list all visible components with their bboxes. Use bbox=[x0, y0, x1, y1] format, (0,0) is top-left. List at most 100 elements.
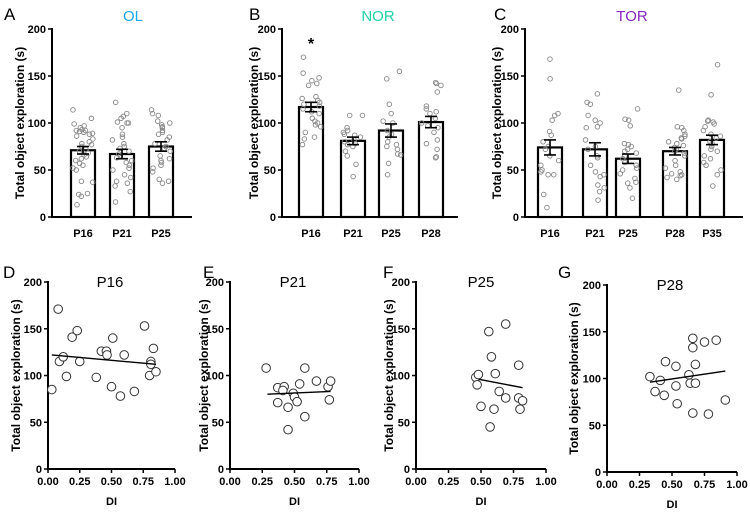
x-tick-label: 0.75 bbox=[694, 479, 715, 491]
data-point bbox=[272, 397, 283, 408]
y-tick-label: 100 bbox=[258, 118, 276, 130]
data-point bbox=[312, 122, 319, 128]
data-point bbox=[71, 121, 77, 127]
data-point bbox=[490, 368, 501, 379]
data-point bbox=[433, 108, 439, 115]
data-point bbox=[427, 110, 433, 117]
y-tick-label: 0 bbox=[36, 464, 42, 476]
data-point bbox=[353, 161, 359, 168]
data-point bbox=[700, 127, 707, 134]
data-point bbox=[118, 115, 124, 122]
data-point bbox=[72, 325, 83, 336]
data-point bbox=[423, 106, 430, 112]
data-point bbox=[585, 146, 591, 153]
panel-F: F P25 0 50 100 150 200 Total object exploration… bbox=[382, 263, 557, 508]
data-point bbox=[671, 381, 681, 391]
data-point bbox=[73, 133, 80, 139]
data-point bbox=[629, 195, 636, 201]
data-point bbox=[677, 172, 684, 179]
data-point bbox=[489, 404, 499, 414]
data-point bbox=[547, 56, 553, 62]
data-point bbox=[380, 118, 386, 124]
data-point bbox=[164, 137, 170, 143]
data-point bbox=[70, 107, 76, 113]
data-point bbox=[500, 393, 511, 403]
data-point bbox=[166, 155, 173, 162]
data-point bbox=[300, 411, 310, 422]
y-tick-label: 150 bbox=[258, 71, 276, 83]
y-tick-label: 50 bbox=[212, 417, 224, 429]
data-point bbox=[627, 185, 633, 191]
data-point bbox=[690, 359, 701, 370]
y-tick-label: 0 bbox=[270, 212, 276, 224]
data-point bbox=[294, 379, 305, 389]
data-point bbox=[538, 169, 544, 175]
data-point bbox=[671, 361, 681, 372]
data-point bbox=[90, 136, 96, 142]
y-tick-label: 200 bbox=[583, 280, 601, 292]
significance-marker: * bbox=[308, 36, 315, 53]
data-point bbox=[633, 150, 640, 156]
x-tick-label: 0.00 bbox=[405, 476, 426, 488]
chart-title: TOR bbox=[616, 8, 648, 25]
data-point bbox=[80, 162, 86, 169]
data-point bbox=[672, 162, 679, 169]
data-point bbox=[650, 386, 660, 397]
x-tick-label: P25 bbox=[381, 228, 401, 240]
data-point bbox=[300, 106, 306, 112]
data-point bbox=[107, 333, 118, 343]
data-point bbox=[283, 402, 293, 413]
data-point bbox=[342, 148, 349, 154]
data-point bbox=[544, 204, 550, 211]
x-tick-label: 0.75 bbox=[133, 476, 154, 488]
x-tick-label: 0.25 bbox=[69, 476, 90, 488]
data-point bbox=[676, 87, 682, 93]
data-point bbox=[384, 127, 391, 134]
data-point bbox=[88, 141, 95, 148]
data-point bbox=[155, 131, 162, 138]
chart-title: P25 bbox=[468, 274, 495, 291]
data-point bbox=[434, 137, 441, 143]
y-tick-label: 100 bbox=[392, 371, 410, 383]
data-point bbox=[78, 193, 85, 200]
data-point bbox=[114, 155, 120, 161]
data-point bbox=[317, 124, 324, 130]
data-point bbox=[484, 326, 494, 337]
data-point bbox=[550, 171, 557, 178]
x-tick-label: 0.00 bbox=[596, 479, 617, 491]
data-point bbox=[594, 124, 601, 130]
data-point bbox=[708, 131, 714, 138]
data-point bbox=[102, 350, 112, 360]
data-point bbox=[112, 183, 118, 189]
data-point bbox=[634, 165, 640, 171]
data-point bbox=[704, 118, 711, 124]
x-tick-label: 0.00 bbox=[37, 476, 58, 488]
x-tick-label: 0.25 bbox=[629, 479, 650, 491]
x-tick-label: 1.00 bbox=[535, 476, 556, 488]
data-point bbox=[513, 360, 524, 371]
data-point bbox=[476, 401, 486, 412]
x-tick-label: P35 bbox=[702, 228, 722, 240]
data-point bbox=[594, 91, 601, 97]
x-tick-label: P25 bbox=[618, 228, 638, 240]
data-point bbox=[114, 119, 121, 125]
data-point bbox=[680, 127, 687, 134]
data-point bbox=[341, 131, 348, 138]
data-point bbox=[126, 148, 132, 154]
data-point bbox=[278, 385, 288, 396]
bar-P28 bbox=[661, 150, 689, 219]
y-axis-label: Total object exploration (s) bbox=[13, 47, 27, 199]
data-point bbox=[344, 124, 350, 131]
x-tick-label: P21 bbox=[585, 228, 605, 240]
data-point bbox=[152, 140, 158, 147]
y-tick-label: 200 bbox=[28, 24, 46, 36]
data-point bbox=[423, 140, 430, 147]
x-tick-label: 0.50 bbox=[101, 476, 122, 488]
data-point bbox=[662, 165, 669, 171]
data-point bbox=[149, 110, 156, 117]
y-tick-label: 50 bbox=[589, 420, 601, 432]
data-point bbox=[127, 174, 134, 181]
data-point bbox=[542, 146, 549, 153]
data-point bbox=[121, 140, 127, 147]
data-point bbox=[383, 76, 390, 82]
